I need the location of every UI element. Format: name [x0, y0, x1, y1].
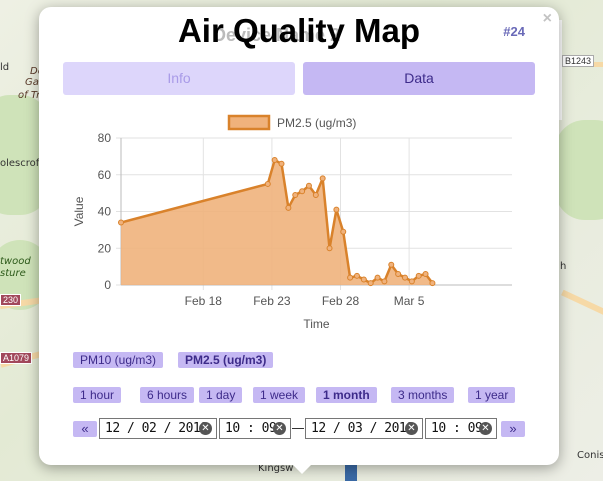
y-tick-label: 60 — [98, 168, 112, 182]
data-point — [353, 272, 360, 279]
legend-swatch — [227, 114, 271, 131]
tab-data[interactable]: Data — [303, 62, 535, 95]
data-point — [415, 272, 422, 279]
start-time-input[interactable]: 10 : 09 ✕ — [219, 418, 291, 439]
device-popup: Device Name 2 Air Quality Map #24 × Info… — [39, 7, 559, 465]
map-label: h — [560, 261, 567, 272]
clear-start-date-icon[interactable]: ✕ — [199, 422, 212, 435]
tab-info[interactable]: Info — [63, 62, 295, 95]
range-button-3-months[interactable]: 3 months — [391, 387, 455, 403]
x-tick-label: Feb 23 — [253, 294, 291, 308]
data-point — [395, 270, 402, 277]
data-point — [408, 278, 415, 285]
data-point — [422, 270, 429, 277]
clear-end-date-icon[interactable]: ✕ — [405, 422, 418, 435]
y-tick-label: 40 — [98, 205, 112, 219]
data-point — [381, 278, 388, 285]
map-label: De — [30, 66, 44, 77]
end-date-value: 12 / 03 / 2019 — [311, 421, 414, 436]
data-point — [278, 160, 285, 167]
popup-tip — [290, 462, 314, 474]
data-point — [374, 274, 381, 281]
data-point — [264, 180, 271, 187]
clear-start-time-icon[interactable]: ✕ — [273, 422, 286, 435]
data-point — [319, 175, 326, 182]
map-label: Kingsw — [258, 463, 294, 474]
start-time-value: 10 : 09 — [225, 421, 277, 436]
map-road — [557, 20, 562, 120]
data-point — [429, 280, 436, 287]
y-tick-label: 80 — [98, 131, 112, 145]
end-time-value: 10 : 09 — [431, 421, 483, 436]
end-date-input[interactable]: 12 / 03 / 2019 ✕ — [305, 418, 423, 439]
x-tick-label: Feb 18 — [185, 294, 223, 308]
map-label: ld — [0, 62, 10, 73]
data-point — [401, 274, 408, 281]
close-icon[interactable]: × — [542, 10, 552, 27]
map-road — [561, 289, 603, 317]
data-point — [360, 276, 367, 283]
range-button-1-month[interactable]: 1 month — [316, 387, 377, 403]
y-axis-label: Value — [72, 196, 86, 226]
data-point — [347, 274, 354, 281]
next-period-button[interactable]: » — [501, 421, 525, 437]
start-date-value: 12 / 02 / 2019 — [105, 421, 208, 436]
range-button-1-hour[interactable]: 1 hour — [73, 387, 122, 403]
y-tick-label: 20 — [98, 241, 112, 255]
start-date-input[interactable]: 12 / 02 / 2019 ✕ — [99, 418, 217, 439]
device-number: #24 — [503, 24, 525, 39]
legend-label: PM2.5 (ug/m3) — [277, 116, 356, 130]
x-tick-label: Feb 28 — [322, 294, 360, 308]
data-point — [292, 191, 299, 198]
x-axis-label: Time — [303, 317, 330, 331]
range-button-1-year[interactable]: 1 year — [468, 387, 516, 403]
map-label: twood — [0, 256, 31, 267]
pollutant-pm10-button[interactable]: PM10 (ug/m3) — [73, 352, 164, 368]
map-label: Ga — [25, 77, 39, 88]
device-name: Device Name 2 — [213, 25, 341, 45]
data-point — [367, 280, 374, 287]
pm25-chart: 0 20 40 60 80 Feb 18 Feb 23 Feb 28 Mar 5 PM2.5 (u… — [72, 114, 512, 331]
road-shield: A1079 — [0, 352, 33, 364]
range-button-1-week[interactable]: 1 week — [253, 387, 306, 403]
map-label: sture — [0, 268, 26, 279]
map-park-area — [555, 120, 603, 220]
pollutant-pm25-button[interactable]: PM2.5 (ug/m3) — [178, 352, 274, 368]
end-time-input[interactable]: 10 : 09 ✕ — [425, 418, 497, 439]
map-label: Conis — [577, 450, 603, 461]
data-point — [285, 204, 292, 211]
popup-title: Air Quality Map — [177, 12, 421, 49]
y-tick-label: 0 — [104, 278, 111, 292]
map-label: olescroft — [0, 158, 44, 169]
data-point — [118, 219, 124, 226]
data-point — [340, 228, 347, 235]
area-fill — [121, 160, 433, 285]
map-label: of Tr — [18, 90, 41, 101]
data-point — [271, 157, 278, 164]
x-tick-label: Mar 5 — [394, 294, 425, 308]
data-point — [326, 245, 333, 252]
road-shield: B1243 — [562, 55, 595, 67]
prev-period-button[interactable]: « — [73, 421, 97, 437]
clear-end-time-icon[interactable]: ✕ — [479, 422, 492, 435]
range-button-6-hours[interactable]: 6 hours — [140, 387, 195, 403]
data-point — [333, 206, 340, 213]
date-range-separator — [292, 428, 304, 429]
data-point — [299, 188, 306, 195]
data-point — [388, 261, 395, 268]
road-shield: 230 — [0, 294, 22, 306]
data-point — [305, 182, 312, 189]
range-button-1-day[interactable]: 1 day — [199, 387, 243, 403]
data-point — [312, 191, 319, 198]
